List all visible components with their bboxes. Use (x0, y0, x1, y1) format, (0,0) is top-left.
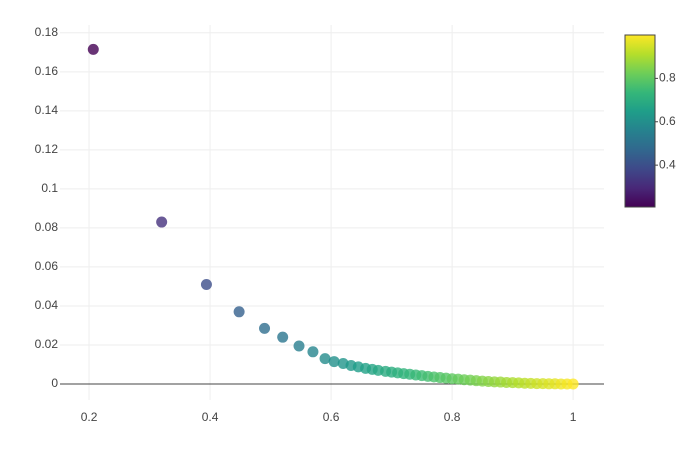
y-tick-label: 0 (51, 376, 58, 390)
x-tick-label: 0.6 (323, 410, 340, 424)
point (293, 340, 305, 352)
point (87, 43, 99, 55)
point (319, 353, 331, 365)
x-tick-label: 0.8 (444, 410, 461, 424)
colorbar (624, 34, 656, 208)
point (156, 216, 168, 228)
colorbar-tick-label: 0.8 (659, 71, 676, 85)
x-tick-label: 0.2 (81, 410, 98, 424)
y-tick-label: 0.1 (41, 181, 58, 195)
colorbar-tick-label: 0.4 (659, 157, 676, 171)
point (307, 346, 319, 358)
y-tick-label: 0.04 (35, 298, 59, 312)
point (277, 331, 289, 343)
point (328, 356, 340, 368)
y-tick-label: 0.02 (35, 337, 59, 351)
x-tick-label: 0.4 (202, 410, 219, 424)
y-tick-label: 0.16 (35, 64, 59, 78)
y-tick-label: 0.08 (35, 220, 59, 234)
point (200, 278, 212, 290)
colorbar-tick-label: 0.6 (659, 114, 676, 128)
point (259, 322, 271, 334)
point (233, 306, 245, 318)
y-tick-label: 0.18 (35, 25, 59, 39)
y-tick-label: 0.06 (35, 259, 59, 273)
y-tick-label: 0.12 (35, 142, 59, 156)
x-tick-label: 1 (570, 410, 577, 424)
y-tick-label: 0.14 (35, 103, 59, 117)
point (567, 378, 579, 390)
